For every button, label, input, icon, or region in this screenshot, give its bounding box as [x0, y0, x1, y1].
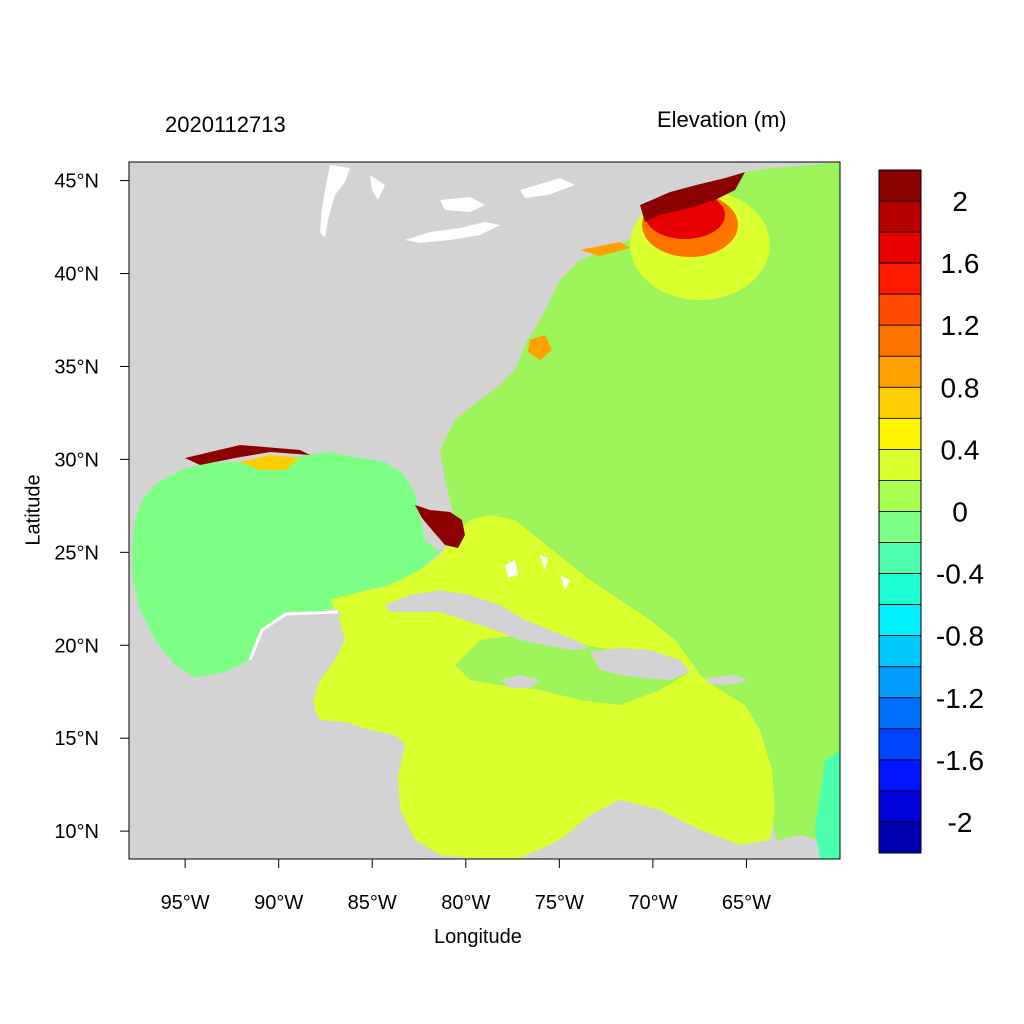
legend-swatch: [878, 573, 922, 606]
y-tick-label: 20°N: [54, 635, 99, 657]
central-america-coast: [248, 610, 339, 661]
central-america-land: [129, 610, 440, 859]
y-tick-label: 40°N: [54, 264, 99, 286]
x-tick-label: 90°W: [254, 892, 303, 914]
legend-swatch: [878, 324, 922, 357]
legend-swatch: [878, 821, 922, 854]
legend-label: -0.8: [936, 621, 984, 652]
louisiana-surge: [240, 455, 300, 470]
map-frame: [128, 161, 841, 860]
x-tick-label: 95°W: [161, 892, 210, 914]
color-legend: 2 1.6 1.2 0.8 0.4 0 -0.4 -0.8 -1.2 -1.6 -2: [878, 169, 984, 854]
legend-frame: [878, 169, 922, 854]
florida-surge: [415, 505, 465, 548]
y-tick-label: 30°N: [54, 449, 99, 471]
legend-label: -2: [948, 807, 973, 838]
x-tick-label: 65°W: [722, 892, 771, 914]
legend-label: 2: [952, 186, 968, 217]
x-axis-label: Longitude: [434, 926, 522, 948]
legend-swatch: [878, 449, 922, 481]
legend-label: 0.4: [941, 434, 980, 465]
x-tick-label: 80°W: [441, 892, 490, 914]
legend-swatch: [878, 480, 922, 512]
y-tick-label: 45°N: [54, 171, 99, 193]
legend-label: 0: [952, 497, 968, 528]
atlantic-ocean: [440, 162, 840, 859]
legend-swatch: [878, 759, 922, 792]
y-tick-label: 25°N: [54, 542, 99, 564]
legend-swatch: [878, 542, 922, 574]
legend-swatch: [878, 355, 922, 388]
legend-swatch: [878, 697, 922, 730]
legend-label: 0.8: [941, 372, 980, 403]
legend-label: 1.2: [941, 310, 980, 341]
south-america-land: [470, 800, 840, 859]
long-island-surge: [580, 242, 630, 256]
map-panel: [129, 162, 840, 859]
cuba-landmass: [385, 590, 590, 650]
legend-label: -1.6: [936, 745, 984, 776]
legend-swatch: [878, 666, 922, 699]
northeast-surge-core: [640, 172, 745, 222]
legend-swatch: [878, 511, 922, 543]
axis-ticks: 95°W 90°W 85°W 80°W 75°W 70°W 65°W 45°N 40°N 35°N…: [54, 171, 771, 914]
legend-swatch: [878, 790, 922, 823]
x-tick-label: 85°W: [348, 892, 397, 914]
x-tick-label: 75°W: [535, 892, 584, 914]
legend-swatch: [878, 169, 922, 202]
legend-swatch: [878, 200, 922, 233]
legend-swatch: [878, 386, 922, 419]
mid-atlantic-surge: [528, 335, 552, 360]
eastern-edge-cyan: [815, 750, 840, 859]
legend-swatch: [878, 231, 922, 264]
x-tick-label: 70°W: [628, 892, 677, 914]
hispaniola-landmass: [590, 648, 690, 680]
timestamp-label: 2020112713: [165, 112, 286, 137]
legend-label: 1.6: [941, 248, 980, 279]
louisiana-coast-surge: [185, 445, 310, 465]
y-tick-label: 15°N: [54, 728, 99, 750]
jamaica-landmass: [500, 675, 540, 688]
legend-swatch: [878, 262, 922, 295]
gulf-of-mexico: [132, 452, 440, 678]
legend-swatch: [878, 728, 922, 761]
legend-swatch: [878, 604, 922, 637]
new-england-land: [600, 162, 760, 225]
variable-title: Elevation (m): [657, 107, 787, 132]
y-tick-label: 10°N: [54, 821, 99, 843]
legend-swatch: [878, 293, 922, 326]
legend-swatch: [878, 417, 922, 450]
great-lakes: [320, 165, 575, 243]
legend-label: -1.2: [936, 683, 984, 714]
legend-swatch: [878, 635, 922, 668]
y-tick-label: 35°N: [54, 356, 99, 378]
legend-label: -0.4: [936, 559, 984, 590]
puerto-rico-landmass: [705, 675, 748, 685]
